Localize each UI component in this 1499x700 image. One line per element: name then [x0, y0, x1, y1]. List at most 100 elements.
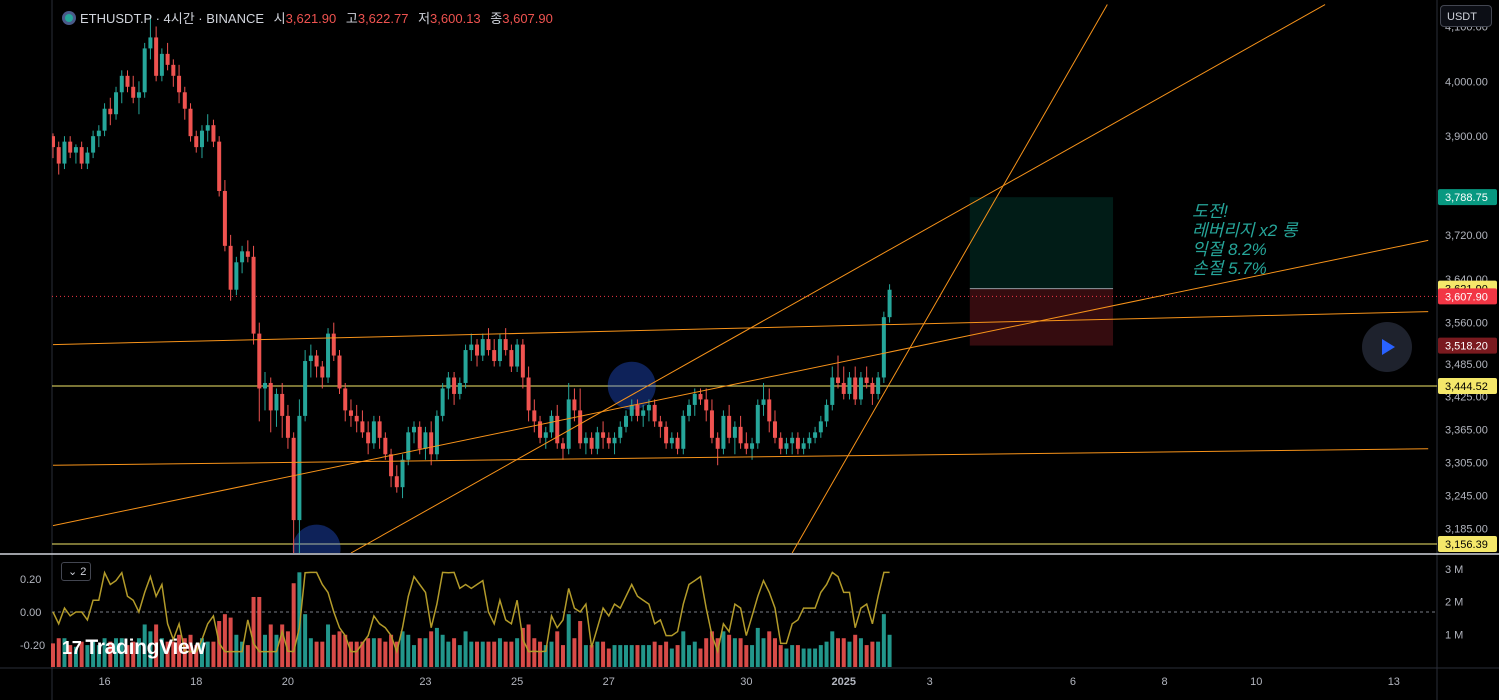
volume-bar	[91, 641, 96, 667]
volume-axis-label: 3 M	[1445, 564, 1463, 576]
candle-body	[555, 415, 560, 444]
volume-bar	[320, 641, 325, 667]
candle	[841, 366, 846, 400]
candle-body	[142, 48, 147, 93]
candle	[853, 366, 858, 405]
candle-body	[148, 37, 153, 49]
volume-bar	[211, 641, 216, 667]
candle	[836, 355, 841, 389]
time-tick-label: 25	[511, 676, 523, 688]
candle-body	[136, 92, 141, 98]
volume-bar	[876, 641, 881, 667]
volume-bar	[308, 638, 313, 667]
price-tick-label: 3,365.00	[1445, 425, 1488, 437]
candle	[125, 70, 130, 93]
candle-body	[767, 399, 772, 422]
candle-body	[154, 37, 159, 76]
candle-body	[389, 454, 394, 477]
volume-bar	[297, 572, 302, 667]
volume-axis-label: 1 M	[1445, 629, 1463, 641]
candle-body	[377, 421, 382, 438]
candle-body	[870, 382, 875, 394]
candle-body	[297, 415, 302, 521]
candle	[469, 333, 474, 362]
candle	[784, 437, 789, 455]
candle	[211, 119, 216, 148]
candle	[411, 421, 416, 444]
candle	[709, 399, 714, 444]
candle	[182, 86, 187, 120]
candle-body	[303, 361, 308, 416]
candle-body	[291, 437, 296, 521]
candle	[199, 125, 204, 159]
candle-body	[813, 432, 818, 438]
candle-body	[824, 404, 829, 422]
candle	[291, 432, 296, 553]
candle	[532, 399, 537, 433]
candle-body	[578, 410, 583, 444]
candle	[486, 328, 491, 356]
volume-bar	[314, 641, 319, 667]
candle-body	[715, 437, 720, 449]
candle-body	[881, 317, 886, 378]
candle-body	[681, 415, 686, 449]
volume-bar	[354, 641, 359, 667]
volume-bar	[165, 641, 170, 667]
candle-body	[612, 437, 617, 444]
candle-body	[177, 75, 182, 93]
indicator-collapse-toggle[interactable]: ⌄ 2	[61, 562, 91, 581]
time-tick-label: 18	[190, 676, 202, 688]
volume-bar	[268, 624, 273, 667]
volume-bar	[744, 645, 749, 667]
volume-bar	[56, 638, 61, 667]
volume-bar	[681, 631, 686, 667]
candle-body	[830, 377, 835, 405]
volume-bar	[331, 634, 336, 667]
candle-body	[337, 355, 342, 389]
candle-body	[383, 437, 388, 455]
candle	[750, 437, 755, 460]
candle	[721, 410, 726, 455]
currency-button[interactable]: USDT	[1440, 5, 1492, 27]
volume-bar	[108, 641, 113, 667]
candle-body	[664, 426, 669, 444]
candle	[142, 42, 147, 98]
candle-body	[509, 350, 514, 367]
trade-annotation[interactable]: 도전! 레버리지 x2 롱 익절 8.2% 손절 5.7%	[1192, 202, 1298, 278]
volume-bar	[245, 645, 250, 667]
volume-bar	[73, 646, 78, 667]
volume-bar	[807, 648, 812, 667]
candle	[876, 372, 881, 400]
candle-body	[446, 377, 451, 389]
price-tick-label: 4,000.00	[1445, 76, 1488, 88]
candle	[320, 361, 325, 389]
symbol-header[interactable]: ETHUSDT.P · 4시간 · BINANCE 시3,621.90 고3,6…	[62, 8, 553, 27]
volume-bar	[566, 614, 571, 667]
volume-bar	[411, 645, 416, 667]
time-tick-label: 3	[927, 676, 933, 688]
volume-bar	[824, 641, 829, 667]
candle	[807, 432, 812, 449]
volume-bar	[669, 648, 674, 667]
candle	[452, 372, 457, 405]
symbol-label[interactable]: ETHUSDT.P · 4시간 · BINANCE	[80, 11, 265, 26]
volume-bar	[532, 638, 537, 667]
price-tick-label: 4,100.00	[1445, 21, 1488, 33]
candle	[154, 26, 159, 82]
candle	[635, 399, 640, 422]
replay-play-button[interactable]	[1362, 322, 1412, 372]
candle-body	[79, 147, 84, 164]
candle-body	[217, 141, 222, 191]
volume-bar	[228, 617, 233, 667]
candle	[343, 382, 348, 422]
volume-bar	[675, 645, 680, 667]
volume-bar	[291, 583, 296, 667]
candle-body	[698, 393, 703, 400]
logo-text: TradingView	[85, 636, 206, 659]
candle-body	[864, 377, 869, 383]
volume-bar	[755, 627, 760, 667]
candle-body	[887, 289, 892, 318]
candle	[864, 366, 869, 389]
